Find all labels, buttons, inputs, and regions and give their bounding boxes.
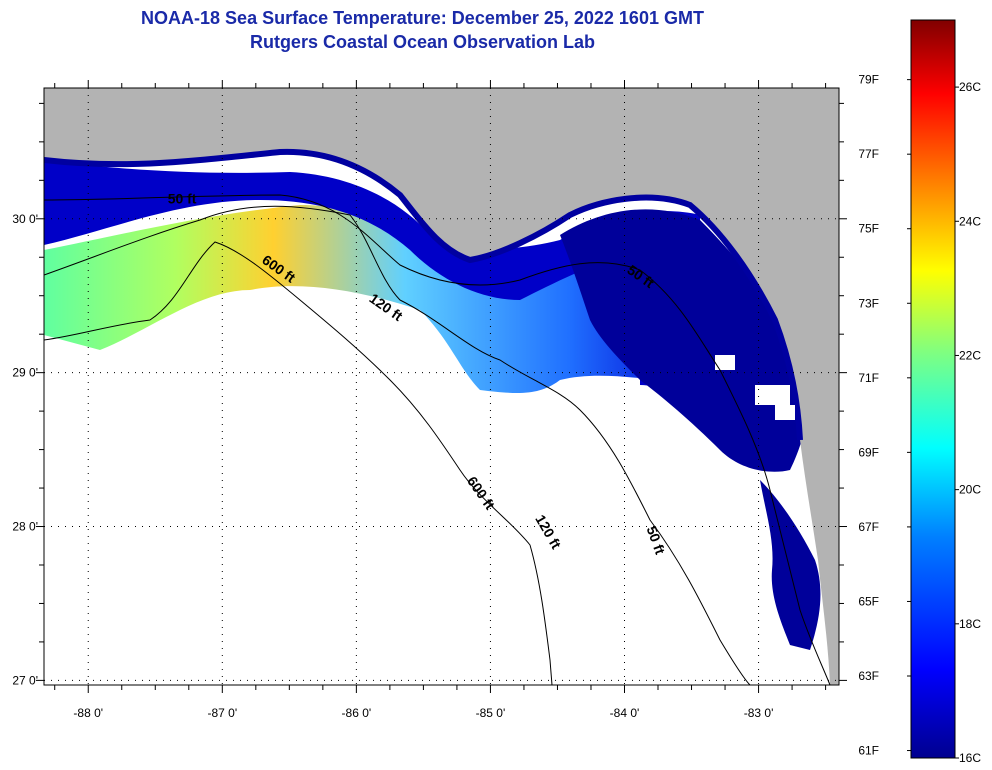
colorbar-f-label: 77F [858, 147, 879, 161]
colorbar-c-label: 22C [959, 348, 981, 362]
colorbar-c-label: 24C [959, 214, 981, 228]
sst-cold-nearshore [44, 160, 700, 400]
map-subtitle: Rutgers Coastal Ocean Observation Lab [249, 32, 596, 52]
contour-120ft [44, 205, 751, 685]
lat-tick-label: 30 0' [12, 212, 38, 226]
colorbar-c-label: 16C [959, 751, 981, 765]
contour-50ft [44, 194, 831, 685]
lon-tick-label: -84 0' [610, 706, 640, 720]
colorbar-f-label: 61F [858, 744, 879, 758]
colorbar-f-label: 65F [858, 594, 879, 608]
colorbar [910, 19, 956, 759]
colorbar-f-label: 79F [858, 73, 879, 87]
map-title: NOAA-18 Sea Surface Temperature: Decembe… [141, 8, 704, 28]
colorbar-f-label: 71F [858, 371, 879, 385]
lon-tick-label: -87 0' [207, 706, 237, 720]
colorbar-f-label: 73F [858, 296, 879, 310]
colorbar-f-label: 75F [858, 222, 879, 236]
sst-warm-shelf [44, 205, 700, 393]
map-frame [43, 87, 840, 686]
no-data-patch [775, 405, 795, 420]
no-data-patch [715, 355, 735, 370]
lat-tick-label: 27 0' [12, 673, 38, 687]
no-data-patch [755, 385, 790, 405]
colorbar-c-label: 26C [959, 80, 981, 94]
lat-tick-label: 29 0' [12, 366, 38, 380]
colorbar-c-label: 18C [959, 617, 981, 631]
colorbar-f-label: 69F [858, 445, 879, 459]
colorbar-f-label: 63F [858, 669, 879, 683]
lon-tick-label: -86 0' [342, 706, 372, 720]
lon-tick-label: -88 0' [73, 706, 103, 720]
colorbar-c-label: 20C [959, 483, 981, 497]
coastline [44, 148, 803, 441]
land [44, 88, 839, 685]
sst-florida-coast-cold [760, 480, 821, 650]
lon-tick-label: -85 0' [476, 706, 506, 720]
lon-tick-label: -83 0' [744, 706, 774, 720]
contour-label: 50 ft [168, 190, 197, 206]
contour-600ft [44, 241, 553, 685]
colorbar-f-label: 67F [858, 520, 879, 534]
sst-big-bend-cold [560, 209, 808, 472]
lat-tick-label: 28 0' [12, 520, 38, 534]
